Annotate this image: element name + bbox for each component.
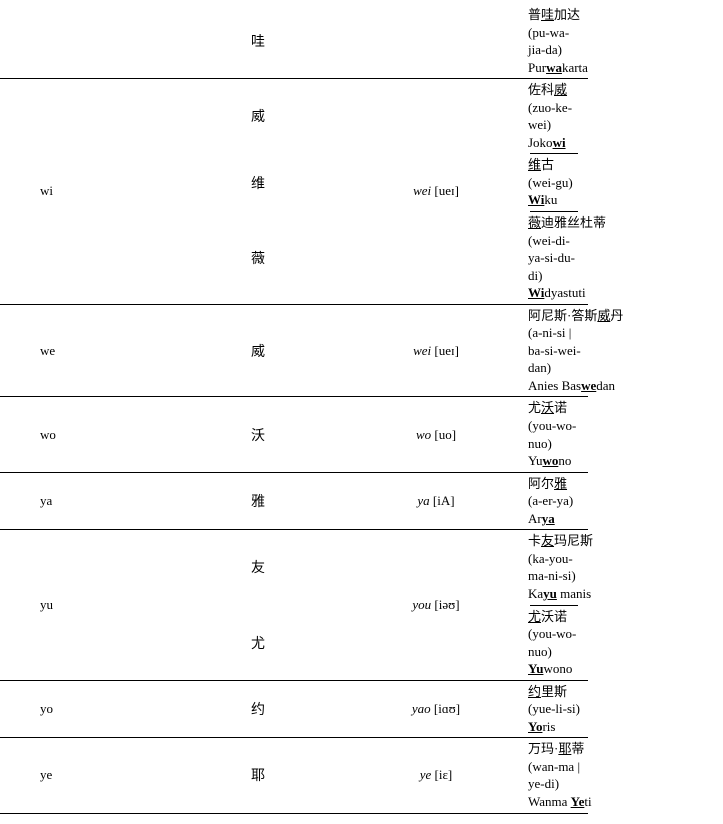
syllable-cell: yo <box>0 681 164 738</box>
character-cell: 沃 <box>164 397 352 471</box>
example-roman: Wiku <box>528 191 584 209</box>
syllable-cell: ye <box>0 738 164 812</box>
example-roman: Anies Baswedan <box>528 377 584 395</box>
syllable-cell: wi <box>0 79 164 304</box>
character-cell: 维 <box>164 154 352 211</box>
example-cell: 阿尔雅(a-er-ya)Arya <box>520 473 588 530</box>
example-cell: 尤沃诺(you-wo-nuo)Yuwono <box>520 606 588 680</box>
example-pinyin: (ka-you-ma-ni-si) <box>528 550 584 585</box>
example-cell: 约里斯(yue-li-si)Yoris <box>520 681 588 738</box>
example-cell: 普哇加达(pu-wa-jia-da)Purwakarta <box>520 4 588 78</box>
variant-divider <box>530 211 578 212</box>
table-row: yo约yao [iɑʊ]约里斯(yue-li-si)Yoris <box>0 681 723 738</box>
transliteration-table: 哇普哇加达(pu-wa-jia-da)Purwakartawi威wei [ueɪ… <box>0 4 723 814</box>
example-cell: 卡友玛尼斯(ka-you-ma-ni-si)Kayu manis <box>520 530 588 604</box>
example-pinyin: (a-ni-si | ba-si-wei-dan) <box>528 324 584 377</box>
example-cell: 佐科威(zuo-ke-wei)Jokowi <box>520 79 588 153</box>
pinyin-cell: you [iəʊ] <box>352 530 520 679</box>
example-pinyin: (zuo-ke-wei) <box>528 99 584 134</box>
example-pinyin: (you-wo-nuo) <box>528 625 584 660</box>
character-cell: 威 <box>164 305 352 397</box>
syllable-cell: yu <box>0 530 164 679</box>
character-cell: 耶 <box>164 738 352 812</box>
pinyin-cell: ya [iA] <box>352 473 520 530</box>
table-row: wo沃wo [uo]尤沃诺(you-wo-nuo)Yuwono <box>0 397 723 471</box>
example-cell: 薇迪雅丝杜蒂(wei-di-ya-si-du-di)Widyastuti <box>520 212 588 304</box>
example-roman: Yoris <box>528 718 584 736</box>
example-cell: 尤沃诺(you-wo-nuo)Yuwono <box>520 397 588 471</box>
example-pinyin: (yue-li-si) <box>528 700 584 718</box>
syllable-cell: ya <box>0 473 164 530</box>
pinyin-cell: wei [ueɪ] <box>352 305 520 397</box>
syllable-cell: wo <box>0 397 164 471</box>
example-pinyin: (a-er-ya) <box>528 492 584 510</box>
example-zh: 尤沃诺 <box>528 608 584 626</box>
example-roman: Kayu manis <box>528 585 584 603</box>
character-cell: 薇 <box>164 212 352 304</box>
table-row: ye耶ye [iɛ]万玛·耶蒂(wan-ma | ye-di)Wanma Yet… <box>0 738 723 812</box>
character-cell: 约 <box>164 681 352 738</box>
table-row: yu友you [iəʊ]卡友玛尼斯(ka-you-ma-ni-si)Kayu m… <box>0 530 723 604</box>
example-roman: Wanma Yeti <box>528 793 584 811</box>
example-roman: Yuwono <box>528 660 584 678</box>
example-cell: 阿尼斯·答斯威丹(a-ni-si | ba-si-wei-dan)Anies B… <box>520 305 588 397</box>
character-cell: 哇 <box>164 4 352 78</box>
example-zh: 阿尔雅 <box>528 475 584 493</box>
example-pinyin: (you-wo-nuo) <box>528 417 584 452</box>
table-row: we威wei [ueɪ]阿尼斯·答斯威丹(a-ni-si | ba-si-wei… <box>0 305 723 397</box>
example-cell: 维古(wei-gu)Wiku <box>520 154 588 211</box>
example-roman: Jokowi <box>528 134 584 152</box>
table-row: ya雅ya [iA]阿尔雅(a-er-ya)Arya <box>0 473 723 530</box>
example-roman: Yuwono <box>528 452 584 470</box>
example-zh: 约里斯 <box>528 683 584 701</box>
example-zh: 阿尼斯·答斯威丹 <box>528 307 584 325</box>
pinyin-cell <box>352 4 520 78</box>
pinyin-cell: ye [iɛ] <box>352 738 520 812</box>
example-zh: 佐科威 <box>528 81 584 99</box>
table-wrapper: 哇普哇加达(pu-wa-jia-da)Purwakartawi威wei [ueɪ… <box>0 0 723 824</box>
example-pinyin: (wei-di-ya-si-du-di) <box>528 232 584 285</box>
character-cell: 友 <box>164 530 352 604</box>
pinyin-cell: wei [ueɪ] <box>352 79 520 304</box>
example-roman: Arya <box>528 510 584 528</box>
example-roman: Widyastuti <box>528 284 584 302</box>
character-cell: 雅 <box>164 473 352 530</box>
pinyin-cell: wo [uo] <box>352 397 520 471</box>
example-zh: 万玛·耶蒂 <box>528 740 584 758</box>
variant-divider <box>530 605 578 606</box>
example-cell: 万玛·耶蒂(wan-ma | ye-di)Wanma Yeti <box>520 738 588 812</box>
character-cell: 尤 <box>164 606 352 680</box>
syllable-cell <box>0 4 164 78</box>
variant-divider <box>530 153 578 154</box>
example-zh: 普哇加达 <box>528 6 584 24</box>
pinyin-cell: yao [iɑʊ] <box>352 681 520 738</box>
example-roman: Purwakarta <box>528 59 584 77</box>
example-pinyin: (wan-ma | ye-di) <box>528 758 584 793</box>
row-divider <box>0 813 588 814</box>
example-zh: 维古 <box>528 156 584 174</box>
table-row: 哇 普哇加达(pu-wa-jia-da)Purwakarta <box>0 4 723 78</box>
example-zh: 卡友玛尼斯 <box>528 532 584 550</box>
syllable-cell: we <box>0 305 164 397</box>
character-cell: 威 <box>164 79 352 153</box>
example-zh: 薇迪雅丝杜蒂 <box>528 214 584 232</box>
example-pinyin: (pu-wa-jia-da) <box>528 24 584 59</box>
table-row: wi威wei [ueɪ]佐科威(zuo-ke-wei)Jokowi <box>0 79 723 153</box>
example-zh: 尤沃诺 <box>528 399 584 417</box>
example-pinyin: (wei-gu) <box>528 174 584 192</box>
